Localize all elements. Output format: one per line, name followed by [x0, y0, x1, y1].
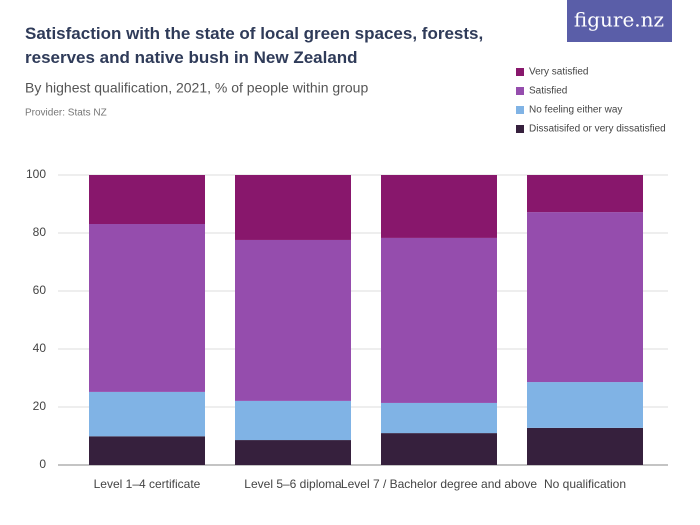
y-tick-label: 80	[33, 225, 47, 239]
legend-label: Very satisfied	[529, 67, 588, 78]
legend-label: No feeling either way	[529, 105, 622, 116]
legend-swatch	[516, 125, 524, 133]
bar-segment	[235, 239, 351, 401]
bar-segment	[89, 391, 205, 437]
provider: Provider: Stats NZ	[25, 108, 107, 119]
bar-segment	[235, 440, 351, 465]
y-tick-label: 20	[33, 399, 47, 413]
legend-swatch	[516, 106, 524, 114]
chart-title: Satisfaction with the state of local gre…	[25, 24, 483, 67]
x-tick-label: No qualification	[544, 477, 626, 491]
bar-segment	[381, 175, 497, 238]
bar-segment	[235, 175, 351, 240]
x-tick-label: Level 1–4 certificate	[94, 477, 201, 491]
legend-swatch	[516, 87, 524, 95]
legend-label: Dissatisifed or very dissatisfied	[529, 124, 666, 135]
bar-segment	[89, 224, 205, 392]
bar-segment	[527, 382, 643, 428]
y-tick-label: 40	[33, 341, 47, 355]
legend-swatch	[516, 68, 524, 76]
logo: figure.nz	[574, 8, 664, 32]
y-tick-label: 0	[39, 457, 46, 471]
y-tick-label: 60	[33, 283, 47, 297]
logo-box	[567, 0, 672, 42]
bar-segment	[381, 237, 497, 403]
bar-segment	[235, 400, 351, 441]
bar-segment	[89, 436, 205, 465]
bar-segment	[381, 402, 497, 434]
y-tick-label: 100	[26, 167, 46, 181]
bar-segment	[527, 427, 643, 465]
bar-segment	[381, 433, 497, 465]
legend-label: Satisfied	[529, 86, 567, 97]
bar-segment	[527, 175, 643, 213]
bar-segment	[527, 212, 643, 383]
subtitle: By highest qualification, 2021, % of peo…	[25, 80, 368, 96]
x-tick-label: Level 7 / Bachelor degree and above	[341, 477, 537, 491]
bar-segment	[89, 175, 205, 225]
x-tick-label: Level 5–6 diploma	[244, 477, 342, 491]
